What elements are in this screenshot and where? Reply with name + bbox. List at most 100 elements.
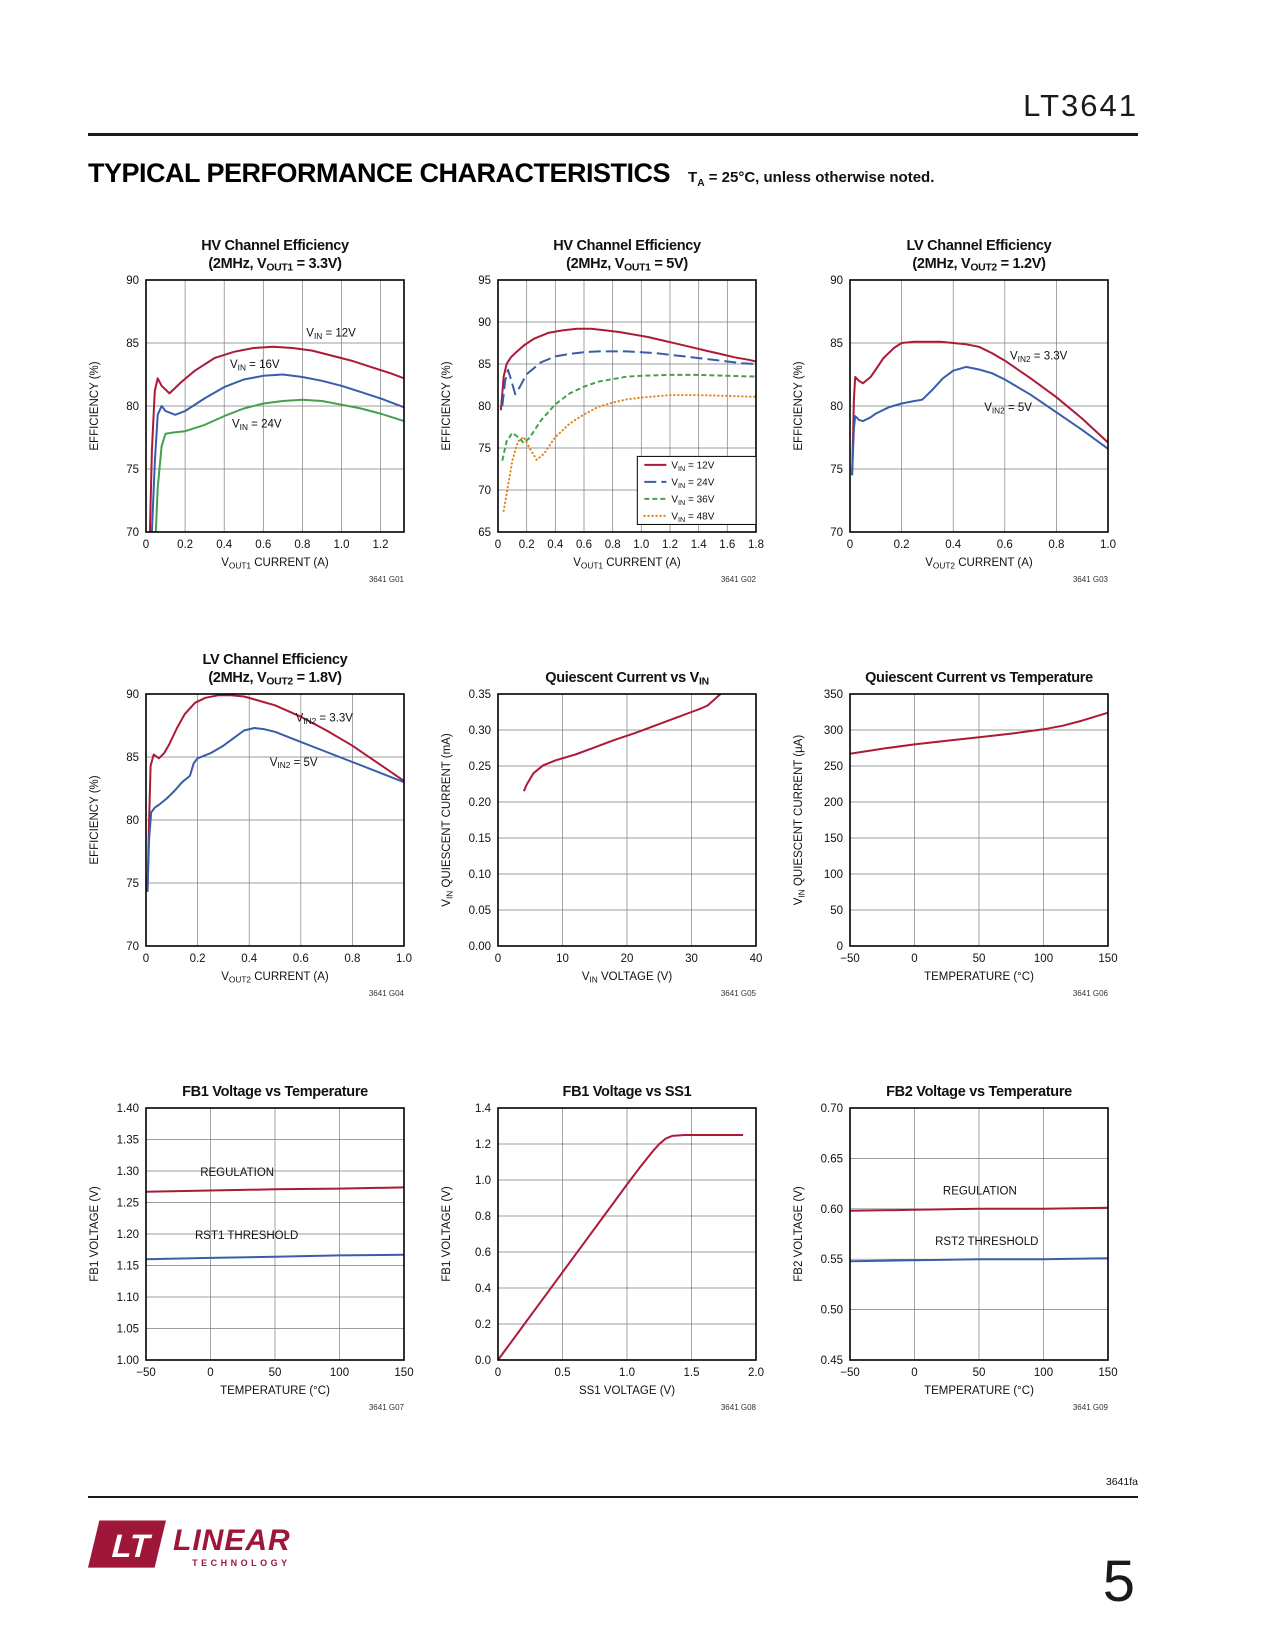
chart-cell-g01: HV Channel Efficiency (2MHz, VOUT1 = 3.3V… [82,228,422,594]
x-axis-label: VOUT1 CURRENT (A) [573,557,681,570]
chart-cell-g04: LV Channel Efficiency (2MHz, VOUT2 = 1.8V… [82,642,422,1008]
x-tick-label: 1.4 [691,539,708,551]
chart-g01: HV Channel Efficiency (2MHz, VOUT1 = 3.3V… [89,238,405,584]
y-tick-label: 1.00 [117,1355,139,1367]
y-tick-label: 200 [824,797,843,809]
x-tick-label: 150 [1098,1367,1117,1379]
y-tick-label: 0.6 [475,1247,491,1259]
x-tick-label: 2.0 [748,1367,764,1379]
x-axis-label: VIN VOLTAGE (V) [582,971,672,984]
y-tick-label: 0.0 [475,1355,491,1367]
chart-cell-g09: FB2 Voltage vs Temperature −50 0 50 100 150 0.… [786,1056,1126,1422]
y-tick-label: 1.10 [117,1292,139,1304]
x-tick-label: 0 [143,953,149,965]
x-tick-label: 150 [394,1367,413,1379]
chart-cell-g02: HV Channel Efficiency (2MHz, VOUT1 = 5V) 0… [434,228,774,594]
y-axis-label: FB2 VOLTAGE (V) [793,1186,805,1282]
x-tick-label: 50 [973,953,986,965]
x-tick-label: 0.4 [241,953,258,965]
grid-lines [145,279,404,533]
series-line [849,711,1109,755]
y-tick-label: 95 [478,275,491,287]
chart-title: FB1 Voltage vs Temperature [182,1084,368,1100]
series-line [497,1134,744,1361]
graph-id: 3641 G07 [369,1403,405,1412]
y-tick-label: 0.30 [469,725,491,737]
x-tick-label: 0 [911,1367,917,1379]
x-tick-label: 0 [495,539,501,551]
x-axis-label: TEMPERATURE (°C) [924,971,1034,983]
x-tick-label: 1.0 [633,539,649,551]
x-tick-label: −50 [840,953,860,965]
curve-label: VIN2 = 3.3V [296,713,354,726]
grid-lines [849,1107,1109,1361]
x-tick-label: 0.6 [293,953,309,965]
legend: VIN = 12V VIN = 24V VIN = 36V VIN = 48V [636,455,757,525]
series-line [150,373,405,533]
legend-label: VIN = 36V [671,494,714,506]
x-tick-label: 0 [143,539,149,551]
y-tick-label: 150 [824,833,843,845]
chart-cell-g05: Quiescent Current vs VIN 0 10 20 30 40 0.00 0.0… [434,642,774,1008]
logo-wordmark-secondary: TECHNOLOGY [192,1558,291,1568]
x-tick-label: 0 [495,953,501,965]
y-tick-label: 80 [126,401,139,413]
chart-g07: FB1 Voltage vs Temperature −50 0 50 100 150 1.… [89,1084,414,1412]
y-tick-label: 0.00 [469,941,491,953]
x-tick-label: 100 [1034,953,1053,965]
legend-box [636,455,757,525]
plot-border [849,1107,1109,1361]
x-tick-label: 0.8 [1048,539,1064,551]
series-line [499,327,757,411]
chart-g03: LV Channel Efficiency (2MHz, VOUT2 = 1.2V… [793,238,1116,584]
graph-id: 3641 G01 [369,575,405,584]
chart-title: LV Channel Efficiency [203,652,348,668]
y-tick-label: 0.2 [475,1319,491,1331]
x-tick-label: 0.2 [190,953,206,965]
x-tick-label: 40 [750,953,763,965]
y-axis-label: VIN QUIESCENT CURRENT (µA) [793,735,806,906]
x-axis-label: VOUT2 CURRENT (A) [925,557,1033,570]
x-tick-label: 0.2 [894,539,910,551]
graph-id: 3641 G06 [1073,989,1109,998]
x-tick-label: 1.0 [334,539,350,551]
x-tick-label: 1.5 [684,1367,700,1379]
y-tick-label: 0.70 [821,1103,843,1115]
chart-title: (2MHz, VOUT2 = 1.2V) [912,256,1046,273]
grid-lines [497,693,757,947]
x-tick-label: 0.4 [216,539,233,551]
y-tick-label: 1.4 [475,1103,492,1115]
x-tick-label: 0.4 [547,539,564,551]
curve-label: RST1 THRESHOLD [195,1230,298,1242]
curve-label: VIN2 = 3.3V [1010,350,1068,363]
legend-label: VIN = 12V [671,460,714,472]
chart-g05: Quiescent Current vs VIN 0 10 20 30 40 0.00 0.0… [441,670,763,998]
y-tick-label: 1.25 [117,1198,139,1210]
plot-border [497,1107,757,1361]
y-tick-label: 0 [837,941,843,953]
chart-cell-g03: LV Channel Efficiency (2MHz, VOUT2 = 1.2V… [786,228,1126,594]
y-tick-label: 0.05 [469,905,491,917]
y-tick-label: 1.35 [117,1135,139,1147]
logo-parallelogram [88,1520,166,1568]
logo-mark-text: LT [108,1527,154,1563]
chart-title: FB2 Voltage vs Temperature [886,1084,1072,1100]
x-tick-label: 100 [1034,1367,1053,1379]
x-tick-label: 1.0 [1100,539,1116,551]
chart-g08: FB1 Voltage vs SS1 0 0.5 1.0 1.5 2.0 0.0 0.2 0.4… [441,1084,764,1412]
y-tick-label: 75 [830,464,843,476]
grid-lines [849,279,1109,533]
x-tick-label: 1.8 [748,539,764,551]
graph-id: 3641 G08 [721,1403,757,1412]
plot-border [849,693,1109,947]
lt-logo-mark: LT [88,1520,166,1568]
plot-border [849,279,1109,533]
footer-rule [88,1496,1138,1498]
chart-title: (2MHz, VOUT1 = 3.3V) [208,256,342,273]
y-tick-label: 0.50 [821,1305,843,1317]
x-tick-label: 0.6 [997,539,1013,551]
chart-title: Quiescent Current vs Temperature [865,670,1093,686]
y-tick-label: 90 [126,275,139,287]
footer-doc-code: 3641fa [1105,1476,1138,1488]
chart-g09: FB2 Voltage vs Temperature −50 0 50 100 150 0.… [793,1084,1118,1412]
